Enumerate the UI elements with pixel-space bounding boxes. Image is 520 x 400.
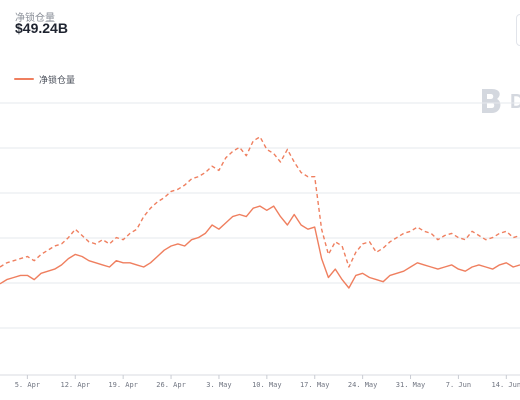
x-tick-label: 31. May	[396, 381, 426, 389]
legend-label: 净锁仓量	[39, 74, 76, 85]
x-tick-label: 10. May	[252, 381, 282, 389]
metric-label: 净锁仓量	[15, 13, 55, 24]
x-tick-label: 3. May	[206, 381, 231, 389]
options-button[interactable]	[516, 14, 520, 46]
series-line-dashed[interactable]	[0, 136, 520, 268]
x-tick-label: 5. Apr	[15, 381, 40, 389]
x-tick-label: 17. May	[300, 381, 330, 389]
x-tick-label: 24. May	[348, 381, 378, 389]
legend-swatch	[14, 78, 34, 80]
x-tick-label: 7. Jun	[446, 381, 471, 389]
watermark-logo-icon: D	[482, 89, 520, 113]
series-line-solid[interactable]	[0, 205, 520, 289]
x-tick-label: 12. Apr	[61, 381, 91, 389]
legend[interactable]: 净锁仓量	[14, 72, 75, 86]
x-tick-label: 19. Apr	[108, 381, 138, 389]
metric-value: $49.24B	[15, 20, 68, 36]
x-tick-label: 14. Jun	[492, 381, 520, 389]
x-tick-label: 26. Apr	[156, 381, 186, 389]
watermark-letter: D	[510, 91, 520, 113]
